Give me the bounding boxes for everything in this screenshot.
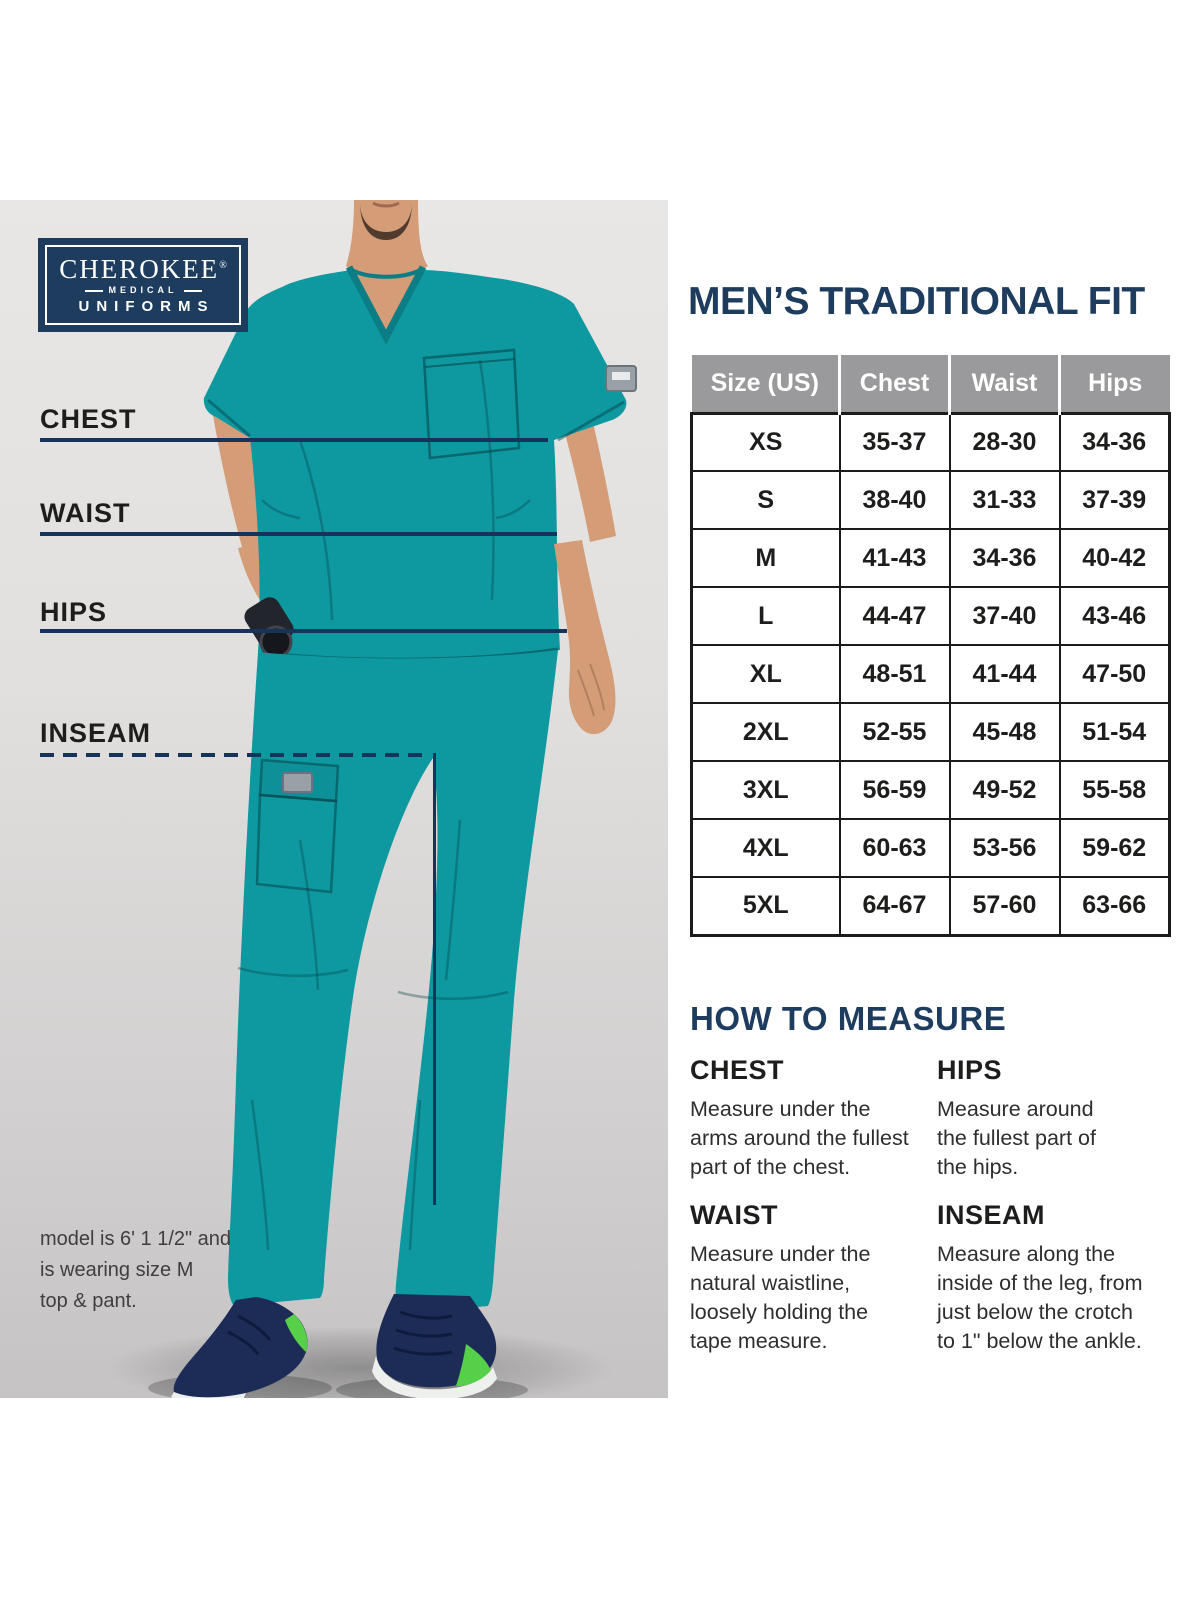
- size-row: 3XL 56-59 49-52 55-58: [690, 760, 1171, 820]
- size-row: 5XL 64-67 57-60 63-66: [690, 876, 1171, 936]
- range-cell: 37-39: [1058, 470, 1171, 530]
- range-cell: 49-52: [948, 760, 1061, 820]
- wrist-watch: [244, 597, 294, 659]
- size-row: XS 35-37 28-30 34-36: [690, 412, 1171, 472]
- measure-section-label: CHEST: [690, 1055, 785, 1085]
- size-cell: M: [690, 528, 841, 588]
- range-cell: 41-43: [838, 528, 951, 588]
- measure-section-hips: HIPS Measure around the fullest part of t…: [937, 1053, 1168, 1182]
- how-to-measure-title: HOW TO MEASURE: [690, 1000, 1007, 1037]
- range-cell: 57-60: [948, 876, 1061, 936]
- size-cell: 3XL: [690, 760, 841, 820]
- range-cell: 63-66: [1058, 876, 1171, 936]
- range-cell: 55-58: [1058, 760, 1171, 820]
- range-cell: 48-51: [838, 644, 951, 704]
- measure-section-label: INSEAM: [937, 1200, 1046, 1230]
- size-row: L 44-47 37-40 43-46: [690, 586, 1171, 646]
- inseam-vertical-line: [433, 753, 436, 1205]
- brand-logo: CHEROKEE® MEDICAL UNIFORMS: [38, 238, 248, 332]
- brand-uniforms-line: UNIFORMS: [78, 298, 215, 315]
- brand-name: CHEROKEE®: [59, 254, 227, 284]
- range-cell: 38-40: [838, 470, 951, 530]
- chest-measure-line: [40, 438, 548, 442]
- range-cell: 60-63: [838, 818, 951, 878]
- range-cell: 44-47: [838, 586, 951, 646]
- size-row: M 41-43 34-36 40-42: [690, 528, 1171, 588]
- measure-section-inseam: INSEAM Measure along the inside of the le…: [937, 1198, 1168, 1356]
- measure-section-text: Measure along the inside of the leg, fro…: [937, 1242, 1143, 1353]
- range-cell: 47-50: [1058, 644, 1171, 704]
- range-cell: 59-62: [1058, 818, 1171, 878]
- range-cell: 56-59: [838, 760, 951, 820]
- range-cell: 51-54: [1058, 702, 1171, 762]
- range-cell: 43-46: [1058, 586, 1171, 646]
- measure-section-text: Measure under the natural waistline, loo…: [690, 1242, 871, 1353]
- size-cell: 4XL: [690, 818, 841, 878]
- size-cell: XS: [690, 412, 841, 472]
- col-header-chest: Chest: [838, 355, 950, 413]
- range-cell: 34-36: [1058, 412, 1171, 472]
- range-cell: 53-56: [948, 818, 1061, 878]
- col-header-hips: Hips: [1058, 355, 1170, 413]
- range-cell: 40-42: [1058, 528, 1171, 588]
- brand-logo-frame: CHEROKEE® MEDICAL UNIFORMS: [45, 245, 241, 325]
- size-cell: L: [690, 586, 841, 646]
- size-row: XL 48-51 41-44 47-50: [690, 644, 1171, 704]
- measure-section-label: WAIST: [690, 1200, 778, 1230]
- measure-section-waist: WAIST Measure under the natural waistline…: [690, 1198, 937, 1356]
- range-cell: 45-48: [948, 702, 1061, 762]
- range-cell: 37-40: [948, 586, 1061, 646]
- waist-measure-label: WAIST: [40, 498, 131, 528]
- measure-section-chest: CHEST Measure under the arms around the f…: [690, 1053, 937, 1182]
- size-row: 2XL 52-55 45-48 51-54: [690, 702, 1171, 762]
- hips-measure-label: HIPS: [40, 597, 108, 627]
- size-cell: 2XL: [690, 702, 841, 762]
- range-cell: 64-67: [838, 876, 951, 936]
- col-header-waist: Waist: [948, 355, 1060, 413]
- how-to-measure-sections: CHEST Measure under the arms around the f…: [690, 1053, 1168, 1356]
- col-header-size: Size (US): [691, 355, 840, 413]
- measure-section-text: Measure under the arms around the fulles…: [690, 1097, 909, 1179]
- model-right-arm: [558, 402, 616, 542]
- size-chart-title: MEN’S TRADITIONAL FIT: [688, 280, 1145, 323]
- size-chart-body: XS 35-37 28-30 34-36 S 38-40 31-33 37-39 M 41-43 3…: [690, 412, 1171, 936]
- size-cell: 5XL: [690, 876, 841, 936]
- pants-brand-tag: [282, 772, 313, 793]
- model-head: [346, 200, 428, 332]
- size-cell: XL: [690, 644, 841, 704]
- scrub-top: [203, 265, 637, 661]
- range-cell: 41-44: [948, 644, 1061, 704]
- hips-measure-line: [40, 629, 567, 633]
- range-cell: 35-37: [838, 412, 951, 472]
- waist-measure-line: [40, 532, 557, 536]
- range-cell: 52-55: [838, 702, 951, 762]
- measure-section-text: Measure around the fullest part of the h…: [937, 1097, 1096, 1179]
- chest-pocket: [422, 348, 521, 460]
- range-cell: 31-33: [948, 470, 1061, 530]
- inseam-measure-line: [40, 753, 430, 757]
- brand-medical-line: MEDICAL: [84, 286, 202, 295]
- model-note: model is 6' 1 1/2" and is wearing size M…: [40, 1228, 232, 1312]
- sneakers: [148, 1294, 528, 1398]
- size-cell: S: [690, 470, 841, 530]
- scrub-pants: [228, 650, 558, 1314]
- size-chart-header: Size (US) Chest Waist Hips: [691, 355, 1170, 413]
- size-row: 4XL 60-63 53-56 59-62: [690, 818, 1171, 878]
- range-cell: 34-36: [948, 528, 1061, 588]
- inseam-measure-label: INSEAM: [40, 718, 152, 748]
- model-photo: [0, 200, 668, 1398]
- range-cell: 28-30: [948, 412, 1061, 472]
- size-row: S 38-40 31-33 37-39: [690, 470, 1171, 530]
- measure-section-label: HIPS: [937, 1055, 1003, 1085]
- model-illustration: [105, 200, 637, 1398]
- chest-measure-label: CHEST: [40, 404, 137, 434]
- size-chart-table: Size (US) Chest Waist Hips XS 35-37 28-30 3…: [690, 355, 1171, 937]
